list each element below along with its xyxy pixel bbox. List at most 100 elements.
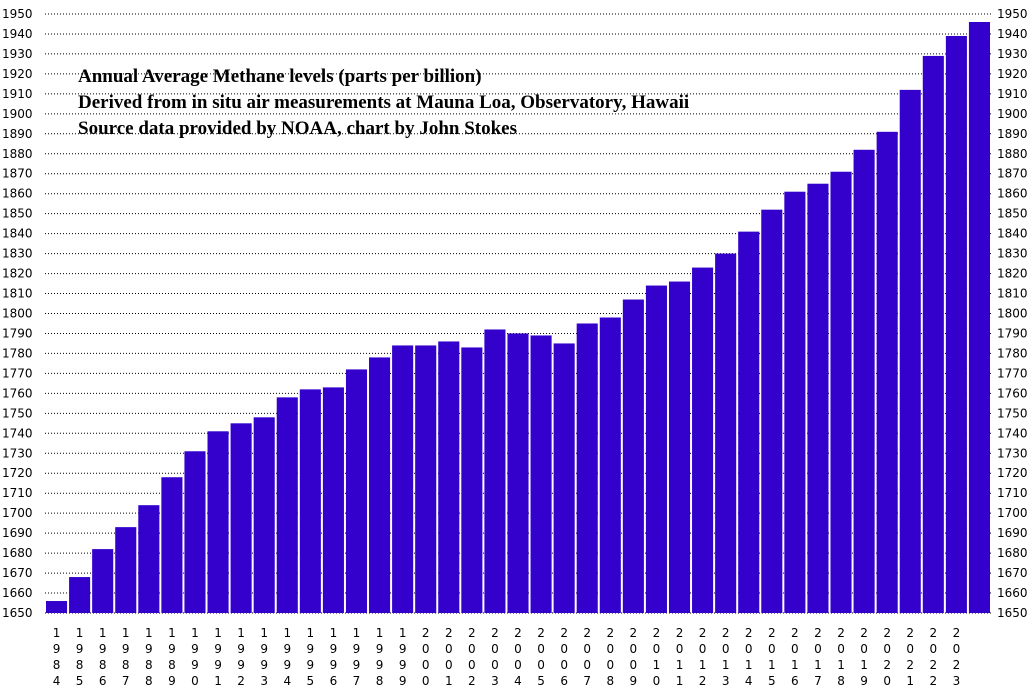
bar	[715, 253, 737, 613]
x-tick-digit: 2	[837, 626, 845, 640]
x-tick-digit: 2	[699, 674, 707, 688]
x-tick-digit: 9	[330, 642, 338, 656]
y-tick-label-left: 1680	[2, 546, 33, 560]
y-tick-label-right: 1740	[997, 426, 1028, 440]
bar	[484, 329, 506, 613]
x-tick-digit: 9	[630, 674, 638, 688]
bar	[369, 357, 391, 613]
x-tick-digit: 9	[53, 642, 61, 656]
x-tick-digit: 9	[168, 674, 176, 688]
x-tick-digit: 0	[560, 658, 568, 672]
x-tick-digit: 0	[699, 642, 707, 656]
y-tick-label-right: 1730	[997, 446, 1028, 460]
x-tick-digit: 0	[630, 642, 638, 656]
x-tick-digit: 1	[376, 626, 384, 640]
y-tick-label-right: 1880	[997, 147, 1028, 161]
x-tick-digit: 0	[676, 642, 684, 656]
x-tick-digit: 9	[283, 658, 291, 672]
y-tick-label-left: 1760	[2, 386, 33, 400]
x-tick-digit: 6	[330, 674, 338, 688]
x-tick-digit: 2	[237, 674, 245, 688]
bar	[438, 341, 460, 613]
x-tick-digit: 1	[76, 626, 84, 640]
bar	[207, 431, 229, 613]
y-tick-label-left: 1880	[2, 147, 33, 161]
x-tick-digit: 0	[883, 674, 891, 688]
bar	[784, 191, 806, 613]
y-tick-label-left: 1940	[2, 27, 33, 41]
x-tick-digit: 9	[237, 658, 245, 672]
x-tick-digit: 8	[606, 674, 614, 688]
x-tick-digit: 0	[768, 642, 776, 656]
x-tick-digit: 0	[468, 658, 476, 672]
x-tick-digit: 9	[76, 642, 84, 656]
y-tick-label-left: 1850	[2, 207, 33, 221]
x-tick-digit: 0	[953, 642, 961, 656]
bar	[922, 55, 944, 614]
x-tick-digit: 1	[676, 674, 684, 688]
x-tick-digit: 9	[399, 658, 407, 672]
x-tick-digit: 1	[191, 626, 199, 640]
y-tick-label-left: 1670	[2, 566, 33, 580]
y-tick-label-left: 1860	[2, 187, 33, 201]
bar	[738, 231, 760, 614]
x-tick-digit: 0	[814, 642, 822, 656]
bar	[876, 131, 898, 613]
x-tick-digit: 0	[906, 642, 914, 656]
bar	[345, 369, 368, 613]
x-tick-digit: 9	[353, 642, 361, 656]
x-tick-digit: 2	[606, 626, 614, 640]
y-tick-label-left: 1750	[2, 406, 33, 420]
x-tick-digit: 2	[445, 626, 453, 640]
x-tick-digit: 6	[560, 674, 568, 688]
y-tick-label-left: 1830	[2, 247, 33, 261]
x-tick-digit: 2	[953, 658, 961, 672]
y-tick-label-right: 1950	[997, 7, 1028, 21]
y-tick-label-left: 1870	[2, 167, 33, 181]
x-tick-digit: 5	[76, 674, 84, 688]
y-tick-label-right: 1790	[997, 326, 1028, 340]
x-tick-digit: 9	[307, 658, 315, 672]
bar	[576, 323, 598, 613]
x-tick-digit: 2	[699, 626, 707, 640]
x-tick-digit: 8	[145, 658, 153, 672]
bar	[392, 345, 414, 613]
y-tick-label-right: 1800	[997, 307, 1028, 321]
x-tick-digit: 0	[445, 642, 453, 656]
bar	[322, 387, 344, 613]
x-tick-digit: 1	[860, 658, 868, 672]
bar	[807, 183, 829, 613]
x-tick-digit: 1	[307, 626, 315, 640]
x-tick-digit: 1	[330, 626, 338, 640]
y-tick-label-right: 1890	[997, 127, 1028, 141]
y-tick-label-right: 1720	[997, 466, 1028, 480]
y-tick-label-right: 1870	[997, 167, 1028, 181]
y-tick-label-left: 1790	[2, 326, 33, 340]
x-tick-digit: 1	[906, 674, 914, 688]
x-tick-digit: 4	[283, 674, 291, 688]
y-tick-label-right: 1830	[997, 247, 1028, 261]
bar	[553, 343, 575, 613]
y-tick-label-left: 1820	[2, 267, 33, 281]
x-tick-digit: 1	[353, 626, 361, 640]
y-tick-label-right: 1650	[997, 606, 1028, 620]
y-tick-label-left: 1690	[2, 526, 33, 540]
x-tick-digit: 1	[653, 658, 661, 672]
x-tick-digit: 8	[145, 674, 153, 688]
y-axis-left: 1650 1660 1670 1680 1690 1700 1710 1720 1730 1740…	[2, 7, 33, 620]
bar	[507, 333, 529, 613]
x-tick-digit: 0	[791, 642, 799, 656]
x-tick-digit: 1	[791, 658, 799, 672]
x-tick-digit: 3	[953, 674, 961, 688]
